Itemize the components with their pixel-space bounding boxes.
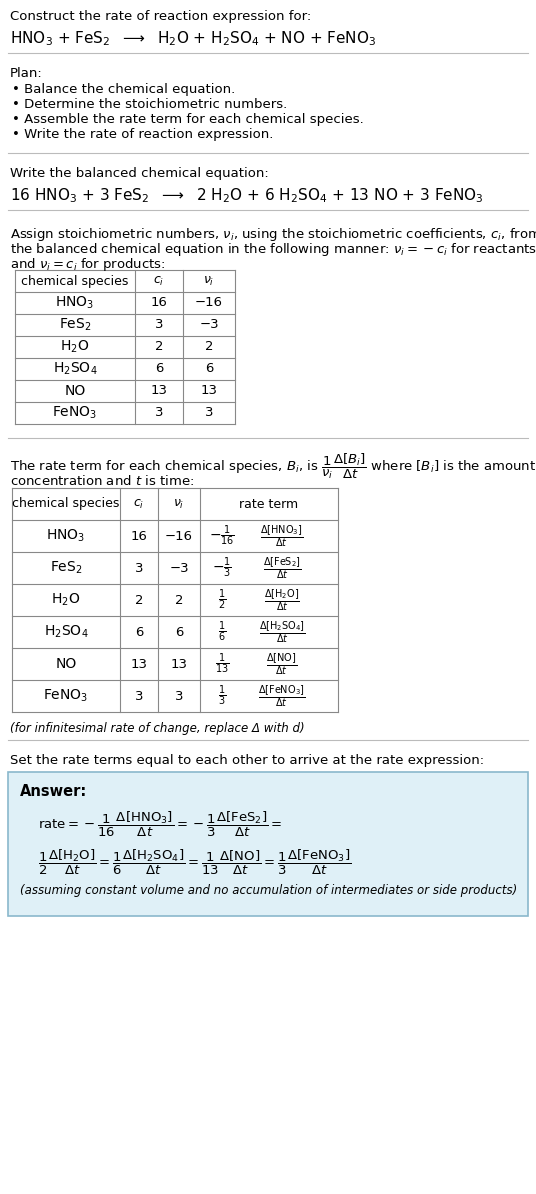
Text: Construct the rate of reaction expression for:: Construct the rate of reaction expressio…	[10, 10, 311, 23]
Text: Assign stoichiometric numbers, $\nu_i$, using the stoichiometric coefficients, $: Assign stoichiometric numbers, $\nu_i$, …	[10, 226, 536, 244]
Text: 3: 3	[205, 406, 213, 419]
Text: 13: 13	[151, 384, 167, 398]
Text: • Assemble the rate term for each chemical species.: • Assemble the rate term for each chemic…	[12, 113, 364, 127]
Text: $\nu_i$: $\nu_i$	[203, 275, 215, 288]
Text: 2: 2	[175, 593, 183, 607]
Text: • Determine the stoichiometric numbers.: • Determine the stoichiometric numbers.	[12, 98, 287, 111]
Text: 6: 6	[175, 626, 183, 639]
Text: $c_i$: $c_i$	[153, 275, 165, 288]
Text: 6: 6	[205, 363, 213, 375]
Text: $\dfrac{1}{2}\dfrac{\Delta[\mathrm{H_2O}]}{\Delta t} = \dfrac{1}{6}\dfrac{\Delta: $\dfrac{1}{2}\dfrac{\Delta[\mathrm{H_2O}…	[38, 848, 351, 878]
Text: $\mathregular{H_2O}$: $\mathregular{H_2O}$	[51, 592, 80, 608]
Text: $\mathregular{HNO_3}$: $\mathregular{HNO_3}$	[47, 528, 86, 544]
Text: • Balance the chemical equation.: • Balance the chemical equation.	[12, 84, 235, 96]
Text: $\mathrm{rate} = -\dfrac{1}{16}\dfrac{\Delta[\mathrm{HNO_3}]}{\Delta t} = -\dfra: $\mathrm{rate} = -\dfrac{1}{16}\dfrac{\D…	[38, 810, 282, 839]
Text: $\frac{1}{3}$: $\frac{1}{3}$	[218, 684, 226, 708]
Text: chemical species: chemical species	[21, 275, 129, 288]
Text: The rate term for each chemical species, $B_i$, is $\dfrac{1}{\nu_i}\dfrac{\Delt: The rate term for each chemical species,…	[10, 453, 536, 481]
Text: −16: −16	[165, 529, 193, 542]
Text: −3: −3	[169, 561, 189, 574]
Text: (assuming constant volume and no accumulation of intermediates or side products): (assuming constant volume and no accumul…	[20, 884, 517, 897]
Text: (for infinitesimal rate of change, replace Δ with d): (for infinitesimal rate of change, repla…	[10, 722, 304, 736]
Text: $\mathregular{H_2SO_4}$: $\mathregular{H_2SO_4}$	[44, 623, 88, 640]
Text: $\frac{\Delta[\mathrm{H_2SO_4}]}{\Delta t}$: $\frac{\Delta[\mathrm{H_2SO_4}]}{\Delta …	[259, 620, 306, 645]
Text: 3: 3	[135, 561, 143, 574]
Text: Set the rate terms equal to each other to arrive at the rate expression:: Set the rate terms equal to each other t…	[10, 753, 484, 767]
Text: −3: −3	[199, 319, 219, 332]
Text: $\frac{\Delta[\mathrm{HNO_3}]}{\Delta t}$: $\frac{\Delta[\mathrm{HNO_3}]}{\Delta t}…	[260, 523, 303, 549]
Text: and $\nu_i = c_i$ for products:: and $\nu_i = c_i$ for products:	[10, 256, 166, 273]
Text: NO: NO	[64, 384, 86, 398]
Text: $\mathregular{FeS_2}$: $\mathregular{FeS_2}$	[58, 316, 91, 333]
Text: 2: 2	[135, 593, 143, 607]
Text: $\mathregular{FeNO_3}$: $\mathregular{FeNO_3}$	[43, 688, 88, 704]
Text: NO: NO	[55, 657, 77, 671]
Text: Plan:: Plan:	[10, 67, 43, 80]
Bar	[12, 488, 338, 712]
Text: −16: −16	[195, 296, 223, 309]
Text: 2: 2	[205, 340, 213, 353]
Text: $\frac{\Delta[\mathrm{FeS_2}]}{\Delta t}$: $\frac{\Delta[\mathrm{FeS_2}]}{\Delta t}…	[263, 555, 301, 580]
Text: concentration and $t$ is time:: concentration and $t$ is time:	[10, 474, 194, 488]
FancyBboxPatch shape	[8, 773, 528, 916]
Text: $\frac{1}{6}$: $\frac{1}{6}$	[218, 620, 226, 645]
Text: $\mathregular{H_2O}$: $\mathregular{H_2O}$	[61, 339, 90, 355]
Text: 6: 6	[155, 363, 163, 375]
Text: $\frac{\Delta[\mathrm{NO}]}{\Delta t}$: $\frac{\Delta[\mathrm{NO}]}{\Delta t}$	[266, 651, 297, 677]
Text: $\mathregular{HNO_3}$ + $\mathregular{FeS_2}$  $\longrightarrow$  $\mathregular{: $\mathregular{HNO_3}$ + $\mathregular{Fe…	[10, 29, 376, 48]
Text: Write the balanced chemical equation:: Write the balanced chemical equation:	[10, 167, 269, 180]
Text: $-\frac{1}{16}$: $-\frac{1}{16}$	[209, 524, 235, 548]
Text: $\mathregular{16\ HNO_3}$ + $\mathregular{3\ FeS_2}$  $\longrightarrow$  $\mathr: $\mathregular{16\ HNO_3}$ + $\mathregula…	[10, 186, 484, 204]
Text: $\mathregular{FeS_2}$: $\mathregular{FeS_2}$	[50, 560, 83, 577]
Text: 13: 13	[200, 384, 218, 398]
Text: $\frac{1}{13}$: $\frac{1}{13}$	[215, 652, 229, 676]
Text: $\frac{\Delta[\mathrm{FeNO_3}]}{\Delta t}$: $\frac{\Delta[\mathrm{FeNO_3}]}{\Delta t…	[258, 683, 306, 709]
Text: $-\frac{1}{3}$: $-\frac{1}{3}$	[212, 556, 232, 580]
Text: 6: 6	[135, 626, 143, 639]
Text: 3: 3	[155, 319, 163, 332]
Text: $\mathregular{H_2SO_4}$: $\mathregular{H_2SO_4}$	[53, 361, 98, 377]
Text: rate term: rate term	[240, 498, 299, 511]
Bar	[15, 270, 235, 424]
Text: 3: 3	[175, 689, 183, 702]
Text: $\mathregular{HNO_3}$: $\mathregular{HNO_3}$	[55, 295, 95, 312]
Text: 13: 13	[130, 658, 147, 671]
Text: $\nu_i$: $\nu_i$	[173, 498, 185, 511]
Text: the balanced chemical equation in the following manner: $\nu_i = -c_i$ for react: the balanced chemical equation in the fo…	[10, 241, 536, 258]
Text: 16: 16	[151, 296, 167, 309]
Text: $\mathregular{FeNO_3}$: $\mathregular{FeNO_3}$	[53, 405, 98, 421]
Text: 3: 3	[135, 689, 143, 702]
Text: 13: 13	[170, 658, 188, 671]
Text: $c_i$: $c_i$	[133, 498, 145, 511]
Text: Answer:: Answer:	[20, 784, 87, 799]
Text: $\frac{\Delta[\mathrm{H_2O}]}{\Delta t}$: $\frac{\Delta[\mathrm{H_2O}]}{\Delta t}$	[264, 587, 300, 613]
Text: 3: 3	[155, 406, 163, 419]
Text: chemical species: chemical species	[12, 498, 120, 511]
Text: 16: 16	[131, 529, 147, 542]
Text: $\frac{1}{2}$: $\frac{1}{2}$	[218, 587, 226, 613]
Text: • Write the rate of reaction expression.: • Write the rate of reaction expression.	[12, 128, 273, 141]
Text: 2: 2	[155, 340, 163, 353]
